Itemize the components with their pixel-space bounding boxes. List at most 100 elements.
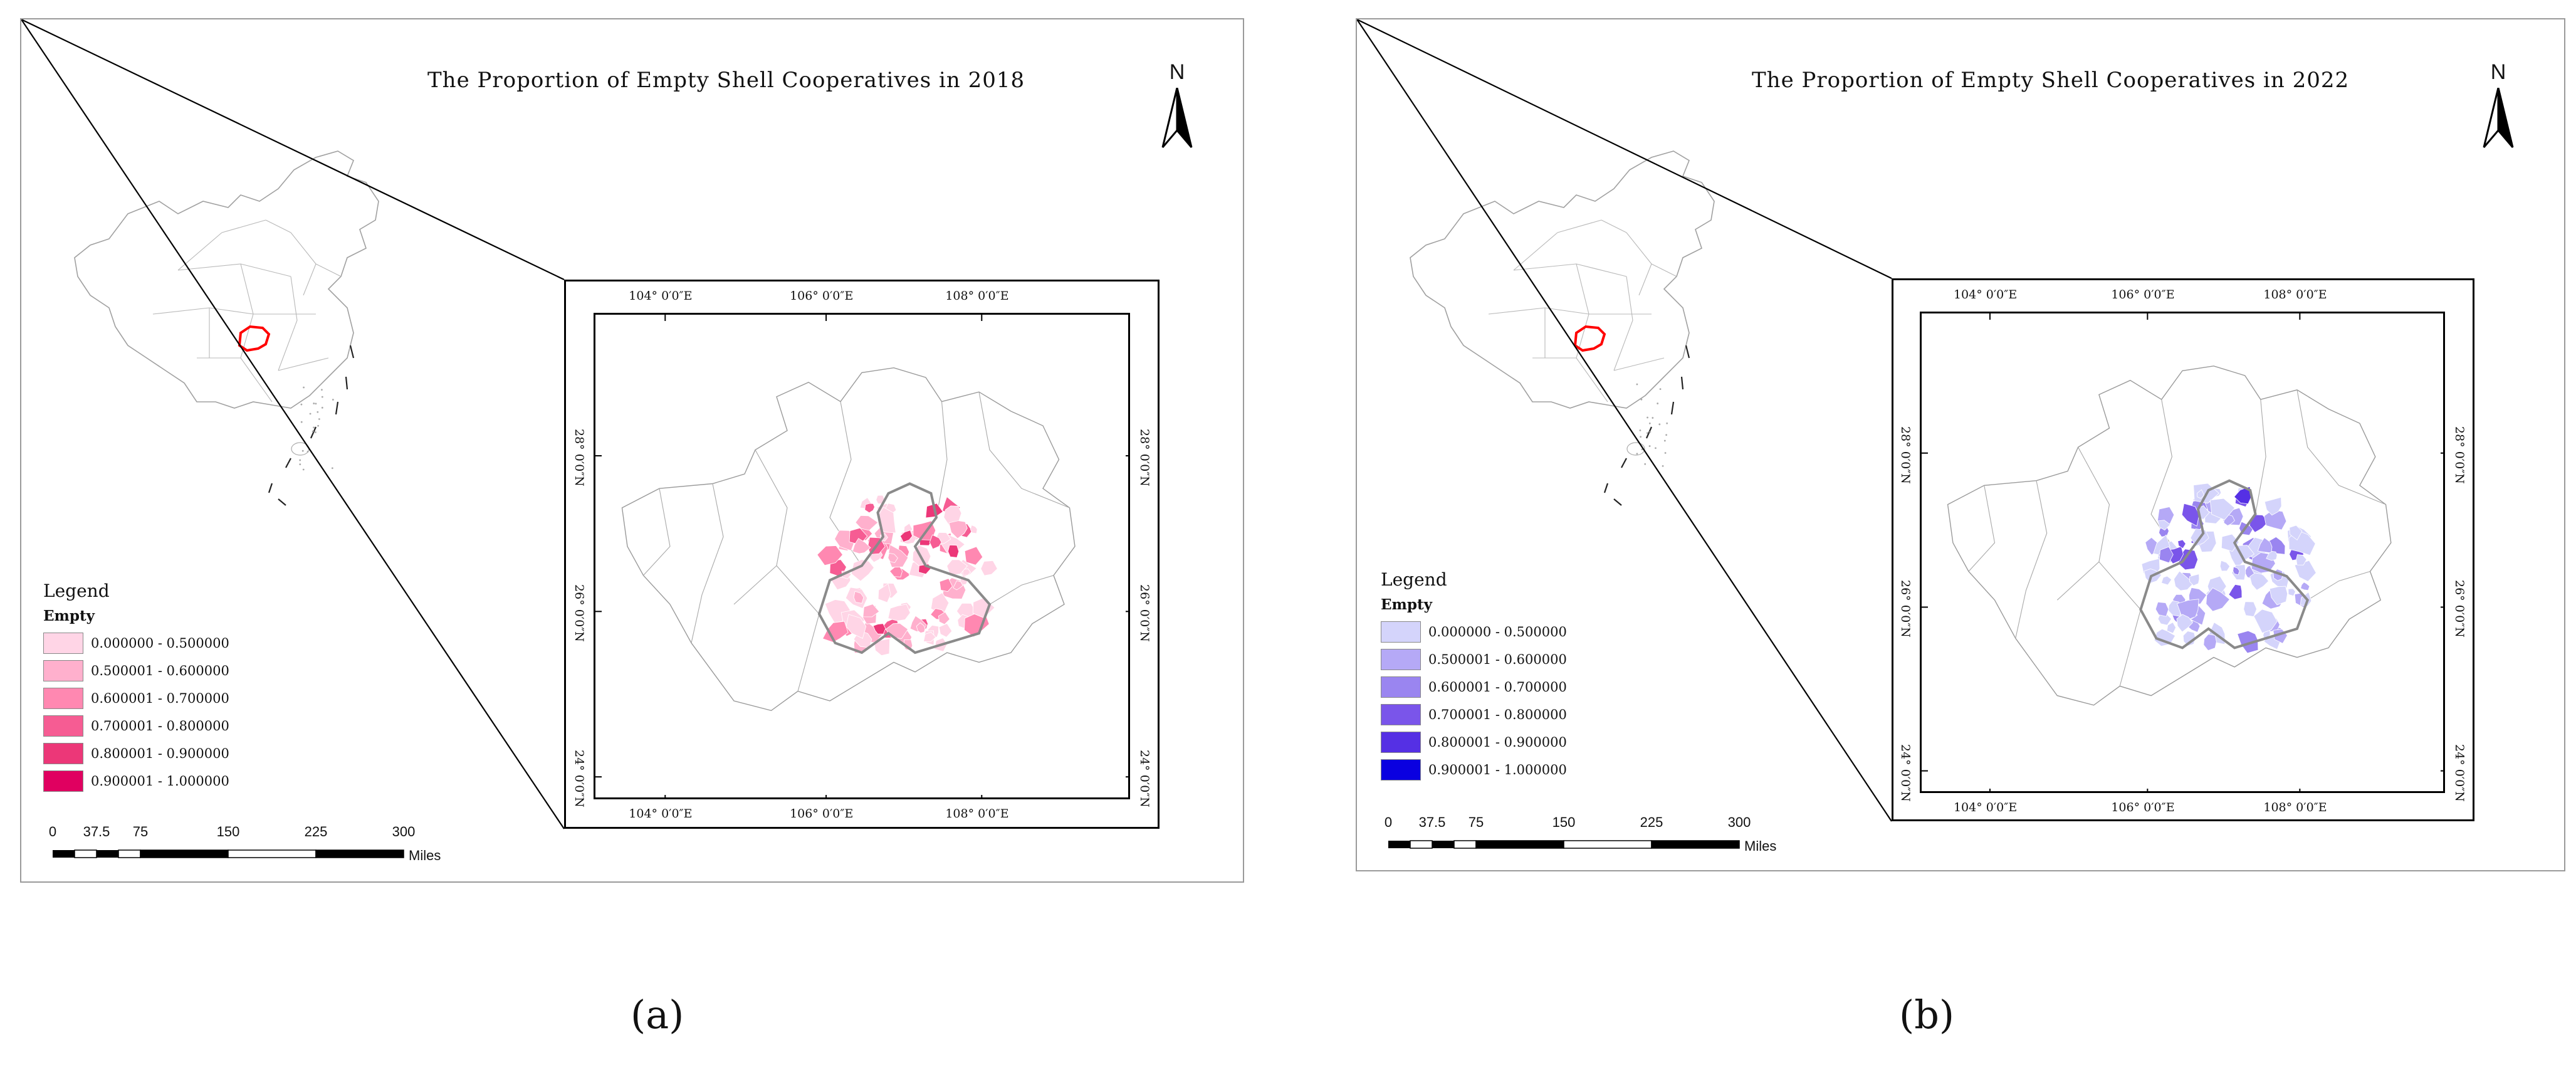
scale-bar-graphic (53, 849, 404, 858)
legend-swatch (43, 715, 83, 737)
overview-map-china (1410, 150, 1715, 506)
legend-row: 0.800001 - 0.900000 (1381, 728, 1567, 756)
tick-label-left: 28° 0′0″N (572, 429, 586, 486)
scale-label: 0 (1384, 814, 1393, 830)
legend-row: 0.700001 - 0.800000 (1381, 701, 1567, 728)
scale-unit: Miles (1744, 838, 1777, 854)
legend-field: Empty (43, 607, 95, 624)
legend-swatch (43, 688, 83, 709)
scale-label: 37.5 (1418, 814, 1446, 830)
legend-swatch (1381, 732, 1421, 753)
scale-label: 225 (1640, 814, 1663, 830)
legend-label: 0.800001 - 0.900000 (1428, 735, 1567, 750)
map-title: The Proportion of Empty Shell Cooperativ… (1752, 68, 2350, 93)
legend-swatch (43, 633, 83, 654)
legend-row: 0.800001 - 0.900000 (43, 740, 229, 767)
legend-label: 0.000000 - 0.500000 (91, 636, 229, 651)
north-label: N (2490, 60, 2506, 84)
tick-label-top: 108° 0′0″E (945, 289, 1009, 303)
legend-swatch (43, 660, 83, 681)
legend-label: 0.600001 - 0.700000 (91, 691, 229, 706)
tick-label-top: 106° 0′0″E (2111, 288, 2175, 302)
map-panel-a: The Proportion of Empty Shell Cooperativ… (20, 18, 1244, 883)
tick-label-bottom: 106° 0′0″E (2111, 801, 2175, 814)
legend-label: 0.600001 - 0.700000 (1428, 680, 1567, 695)
tick-label-top: 108° 0′0″E (2263, 288, 2327, 302)
tick-label-right: 24° 0′0″N (1138, 750, 1151, 808)
scale-bar: 0 37.5 75 150 225 300 Miles (1382, 814, 1808, 854)
scale-label: 300 (392, 824, 416, 839)
tick-label-left: 28° 0′0″N (1898, 426, 1912, 484)
tick-label-left: 26° 0′0″N (572, 584, 586, 643)
subfigure-caption-a: (a) (631, 992, 684, 1038)
scale-label: 225 (304, 824, 328, 839)
scale-label: 75 (1468, 814, 1484, 830)
legend-swatch (1381, 704, 1421, 725)
tick-label-bottom: 104° 0′0″E (1953, 801, 2018, 814)
inset-map-area (594, 313, 1130, 799)
legend-swatch (1381, 649, 1421, 670)
legend-row: 0.600001 - 0.700000 (1381, 673, 1567, 701)
north-label: N (1169, 60, 1185, 84)
legend-swatch (1381, 759, 1421, 781)
legend-row: 0.600001 - 0.700000 (43, 685, 229, 712)
legend-swatch (43, 770, 83, 792)
inset-map-area (1920, 312, 2445, 793)
tick-label-bottom: 106° 0′0″E (790, 807, 854, 821)
tick-label-left: 24° 0′0″N (572, 750, 586, 808)
scale-bar: 0 37.5 75 150 225 300 Miles (46, 824, 473, 863)
tick-label-bottom: 108° 0′0″E (2263, 801, 2327, 814)
inset-map-regions (1922, 313, 2443, 791)
legend-title: Legend (43, 581, 110, 601)
tick-label-top: 106° 0′0″E (790, 289, 854, 303)
legend-label: 0.900001 - 1.000000 (1428, 762, 1567, 777)
map-title: The Proportion of Empty Shell Cooperativ… (427, 68, 1025, 93)
legend-label: 0.700001 - 0.800000 (1428, 707, 1567, 722)
scale-label: 0 (48, 824, 57, 839)
scale-bar-graphic (1388, 840, 1740, 849)
legend-row: 0.000000 - 0.500000 (43, 629, 229, 657)
overview-map-china (74, 150, 379, 506)
scale-label: 150 (1552, 814, 1576, 830)
tick-label-right: 26° 0′0″N (2453, 580, 2466, 638)
legend: Legend Empty 0.000000 - 0.500000 0.500001… (43, 581, 229, 795)
legend-field: Empty (1381, 596, 1432, 613)
legend-label: 0.800001 - 0.900000 (91, 746, 229, 761)
inset-map-frame: 104° 0′0″E 106° 0′0″E 108° 0′0″E 104° 0′0″E… (564, 280, 1160, 829)
tick-label-right: 26° 0′0″N (1138, 584, 1151, 643)
legend-row: 0.000000 - 0.500000 (1381, 618, 1567, 646)
legend-swatch (43, 743, 83, 764)
inset-map-frame: 104° 0′0″E 106° 0′0″E 108° 0′0″E 104° 0′0″E… (1892, 278, 2474, 821)
legend-label: 0.500001 - 0.600000 (91, 663, 229, 678)
tick-label-left: 24° 0′0″N (1898, 744, 1912, 802)
north-arrow-icon: N (1158, 60, 1196, 154)
legend: Legend Empty 0.000000 - 0.500000 0.500001… (1381, 569, 1567, 784)
legend-label: 0.700001 - 0.800000 (91, 718, 229, 733)
tick-label-right: 28° 0′0″N (2453, 426, 2466, 484)
subfigure-caption-b: (b) (1899, 992, 1955, 1038)
legend-row: 0.900001 - 1.000000 (1381, 756, 1567, 784)
legend-classes: 0.000000 - 0.500000 0.500001 - 0.600000 0.… (43, 629, 229, 795)
tick-label-right: 24° 0′0″N (2453, 744, 2466, 802)
legend-title: Legend (1381, 569, 1447, 590)
scale-label: 300 (1727, 814, 1751, 830)
legend-label: 0.900001 - 1.000000 (91, 774, 229, 789)
legend-row: 0.500001 - 0.600000 (43, 657, 229, 685)
legend-row: 0.700001 - 0.800000 (43, 712, 229, 740)
legend-label: 0.500001 - 0.600000 (1428, 652, 1567, 667)
legend-row: 0.500001 - 0.600000 (1381, 646, 1567, 673)
tick-label-right: 28° 0′0″N (1138, 429, 1151, 486)
tick-label-top: 104° 0′0″E (1953, 288, 2018, 302)
legend-swatch (1381, 676, 1421, 698)
legend-row: 0.900001 - 1.000000 (43, 767, 229, 795)
tick-label-left: 26° 0′0″N (1898, 580, 1912, 638)
map-panel-b: The Proportion of Empty Shell Cooperativ… (1356, 18, 2565, 871)
scale-unit: Miles (409, 848, 441, 863)
north-arrow-icon: N (2479, 60, 2518, 154)
legend-label: 0.000000 - 0.500000 (1428, 624, 1567, 639)
scale-label: 75 (132, 824, 149, 839)
scale-label: 37.5 (83, 824, 110, 839)
inset-map-regions (595, 315, 1128, 797)
scale-label: 150 (216, 824, 240, 839)
tick-label-bottom: 104° 0′0″E (629, 807, 693, 821)
